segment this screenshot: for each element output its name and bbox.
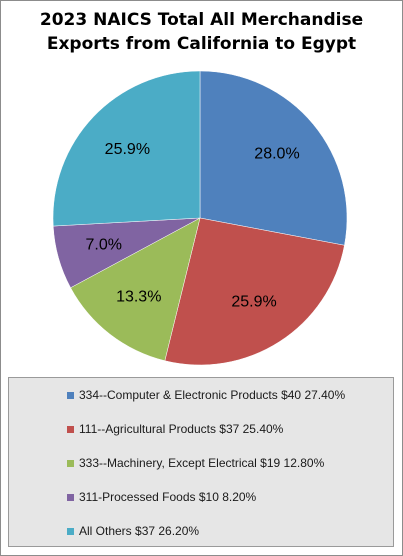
pie-slice-4 <box>52 70 201 227</box>
legend-label: 333--Machinery, Except Electrical $19 12… <box>79 456 325 470</box>
pie-slice-label-1: 25.9% <box>231 294 276 311</box>
legend-swatch <box>67 493 74 501</box>
legend-label: 111--Agricultural Products $37 25.40% <box>79 422 284 436</box>
legend-label: 311-Processed Foods $10 8.20% <box>79 490 257 504</box>
pie-slice-2 <box>70 217 201 362</box>
legend-swatch <box>67 459 74 467</box>
pie-chart: 28.0% 25.9% 13.3% 7.0% 25.9% <box>52 70 348 366</box>
legend: 334--Computer & Electronic Products $40 … <box>8 377 394 547</box>
pie-slice-label-0: 28.0% <box>254 146 299 163</box>
legend-item: 111--Agricultural Products $37 25.40% <box>67 422 283 436</box>
chart-title-line-1: 2023 NAICS Total All Merchandise <box>39 10 364 30</box>
legend-item: All Others $37 26.20% <box>67 524 199 538</box>
legend-swatch <box>67 425 74 433</box>
legend-item: 334--Computer & Electronic Products $40 … <box>67 388 345 402</box>
legend-swatch <box>67 527 74 535</box>
chart-title-line-2: Exports from California to Egypt <box>46 34 357 54</box>
pie-slice-0 <box>199 70 348 246</box>
chart-title: 2023 NAICS Total All Merchandise Exports… <box>0 8 403 56</box>
pie-slice-1 <box>164 217 345 366</box>
pie-slice-label-4: 25.9% <box>105 141 150 158</box>
legend-label: 334--Computer & Electronic Products $40 … <box>79 388 346 402</box>
pie-slice-label-2: 13.3% <box>116 289 161 306</box>
legend-item: 311-Processed Foods $10 8.20% <box>67 490 256 504</box>
legend-item: 333--Machinery, Except Electrical $19 12… <box>67 456 324 470</box>
legend-swatch <box>67 391 74 399</box>
pie-slice-label-3: 7.0% <box>86 237 122 254</box>
legend-label: All Others $37 26.20% <box>79 524 200 538</box>
